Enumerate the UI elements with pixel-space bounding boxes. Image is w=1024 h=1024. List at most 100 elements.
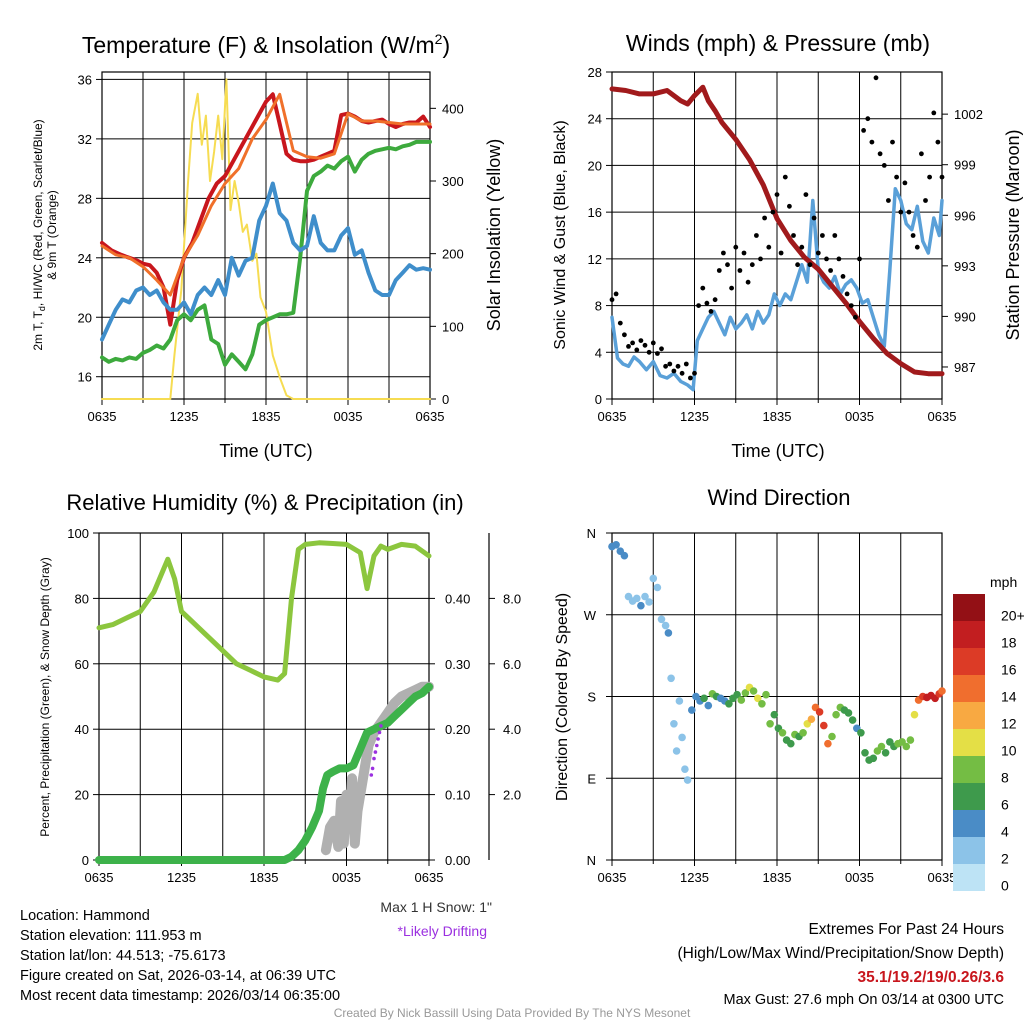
- gust-point: [935, 139, 941, 145]
- drifting-point: [370, 766, 375, 771]
- gust-point: [807, 262, 813, 268]
- drifting-point: [376, 737, 380, 741]
- wind-direction-point: [902, 742, 911, 751]
- drift-note: *Likely Drifting: [398, 923, 487, 939]
- x-tick-label: 0635: [598, 409, 627, 424]
- gust-point: [663, 363, 668, 369]
- wind-direction-point: [861, 749, 869, 757]
- x-tick-label: 1235: [167, 870, 196, 885]
- x-tick-label: 1235: [680, 409, 709, 424]
- wind-direction-point: [672, 747, 681, 755]
- gust-point: [824, 256, 829, 262]
- gust-point: [708, 309, 714, 314]
- gust-point: [832, 233, 838, 238]
- y-tick-label: 0: [82, 853, 89, 868]
- gust-point: [725, 262, 730, 268]
- gust-point: [939, 174, 945, 180]
- wind-direction-point: [758, 700, 766, 708]
- gust-point: [877, 151, 883, 157]
- x-tick-label: 1235: [170, 409, 199, 424]
- y2-tick-label: 200: [442, 247, 464, 262]
- chart-title-end: ): [442, 32, 450, 58]
- wind-direction-point: [645, 598, 653, 606]
- y-tick-label: 100: [67, 526, 89, 541]
- gust-point: [634, 347, 640, 353]
- wind-direction-point: [681, 765, 689, 773]
- gust-point: [770, 209, 776, 215]
- gust-point: [890, 139, 895, 145]
- x-tick-label: 1235: [680, 870, 709, 885]
- pressure-line: [609, 84, 945, 377]
- colorbar-tick-label: 16: [1001, 662, 1017, 678]
- y2-tick-label: 996: [954, 208, 976, 223]
- gust-point: [898, 209, 904, 215]
- y-tick-label: 36: [78, 72, 92, 87]
- gust-point: [869, 139, 875, 145]
- gust-point: [853, 314, 858, 320]
- panel-temperature: 0635 1235 1835 0035 0635 16 20 24 28 32 36 0 100 200 3…: [31, 31, 504, 461]
- gust-point: [836, 256, 842, 262]
- colorbar-tick-label: 18: [1001, 635, 1017, 651]
- wind-direction-point: [807, 715, 816, 723]
- y-tick-label: 28: [78, 191, 92, 206]
- wind-direction-point: [675, 697, 684, 705]
- gust-point: [712, 297, 718, 303]
- gust-point: [803, 192, 809, 198]
- colorbar-swatch: [953, 756, 985, 783]
- wind-direction-point: [770, 710, 779, 719]
- y-tick-label: 40: [75, 722, 89, 737]
- gust-point: [881, 163, 887, 168]
- y-axis-label-part: , HI/WC (Red, Green, Scarlet/Blue): [31, 119, 45, 306]
- colorbar-tick-label: 8: [1001, 770, 1009, 786]
- colorbar-swatch: [953, 837, 985, 864]
- wind-direction-point: [704, 701, 713, 710]
- x-tick-label: 1835: [763, 870, 792, 885]
- y-tick-label: 8: [595, 299, 602, 314]
- colorbar-label: mph: [990, 574, 1017, 590]
- y-axis-label: Direction (Colored By Speed): [554, 593, 571, 801]
- y2-axis-label: Solar Insolation (Yellow): [484, 139, 504, 331]
- wind-direction-point: [869, 754, 878, 763]
- y-tick-label: 0: [595, 392, 602, 407]
- wind-direction-point: [832, 710, 840, 719]
- x-tick-label: 1835: [252, 409, 281, 424]
- drifting-point: [372, 756, 376, 761]
- gust-point: [650, 340, 656, 346]
- gust-point: [931, 110, 937, 116]
- gust-point: [910, 233, 916, 238]
- y-axis-label-sub: d: [37, 306, 47, 311]
- gust-point: [671, 368, 677, 374]
- station-info: Location: Hammond Station elevation: 111…: [20, 906, 340, 1006]
- y2-tick-label: 990: [954, 309, 976, 324]
- y3-tick-label: 6.0: [503, 657, 521, 672]
- y2-tick-label: 0.00: [445, 853, 470, 868]
- wind-direction-point: [637, 601, 645, 610]
- colorbar-swatch: [953, 864, 985, 891]
- gust-point: [873, 75, 879, 81]
- gust-point: [754, 233, 759, 238]
- panel-humidity: 0635 1235 1835 0035 0635 0 20 40 60 80 100 0.00 0.10…: [38, 490, 521, 939]
- y-tick-label: 16: [78, 370, 92, 385]
- gust-point: [622, 332, 627, 338]
- y2-tick-label: 0.20: [445, 722, 470, 737]
- colorbar-tick-label: 12: [1001, 716, 1017, 732]
- y-tick-label: 16: [588, 205, 602, 220]
- drifting-point: [375, 743, 379, 748]
- x-tick-label: 1835: [763, 409, 792, 424]
- y3-tick-label: 4.0: [503, 722, 521, 737]
- credit-text: Created By Nick Bassill Using Data Provi…: [333, 1006, 691, 1020]
- gust-point: [675, 363, 681, 369]
- y-tick-label: S: [587, 690, 596, 705]
- gust-point: [906, 209, 912, 215]
- gust-point: [729, 285, 734, 291]
- wind-direction-point: [664, 629, 673, 637]
- wind-direction-point: [766, 720, 774, 728]
- gust-point: [646, 349, 652, 355]
- wind-direction-point: [848, 716, 857, 724]
- wind-direction-point: [737, 696, 746, 704]
- y-tick-label: 24: [78, 251, 92, 266]
- x-tick-label: 0035: [845, 409, 874, 424]
- max-gust-text: Max Gust: 27.6 mph On 03/14 at 0300 UTC: [723, 992, 1004, 1008]
- extremes-title: Extremes For Past 24 Hours: [808, 921, 1004, 938]
